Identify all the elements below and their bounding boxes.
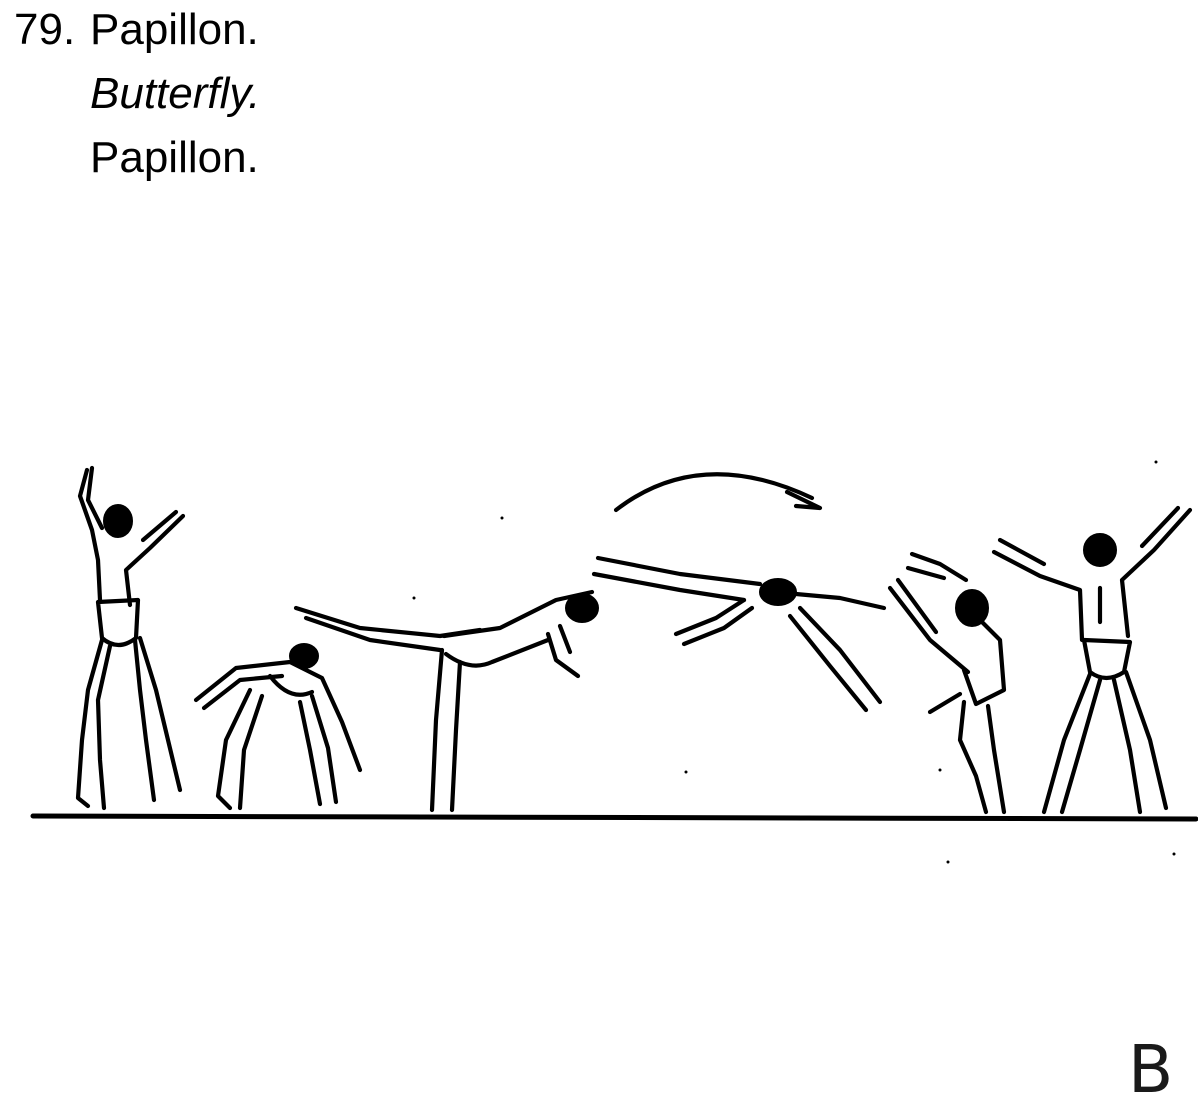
torso-underside (443, 637, 551, 668)
torso (961, 619, 1007, 707)
gymnast-crouch (193, 643, 363, 811)
gymnast-forward-lean (293, 589, 599, 813)
speck (412, 596, 416, 600)
raised-arm-right-inner (140, 509, 179, 543)
raised-arm-left-inner (85, 465, 105, 531)
leg-left (1041, 671, 1093, 815)
support-leg-back (429, 647, 445, 813)
gymnast-landing (887, 551, 1007, 815)
leg-bottom (591, 571, 747, 603)
torso-hips (95, 597, 141, 648)
hand (927, 691, 963, 715)
back (441, 589, 595, 639)
arm-forward-inner (681, 605, 755, 647)
leg-right-inner (1111, 677, 1143, 815)
swing-leg-bottom (303, 615, 443, 653)
leg-front (985, 703, 1007, 815)
leg-left (75, 637, 105, 809)
element-name-french: Papillon. (90, 5, 259, 54)
back-and-arm (193, 659, 363, 773)
leg-trailing-inner (787, 613, 869, 713)
gymnast-standing-start (75, 465, 186, 811)
leg-front-outer (309, 693, 339, 805)
arm-forward (673, 597, 747, 637)
leg-right (132, 637, 157, 803)
speck (500, 516, 504, 520)
arm-raised-inner (905, 565, 947, 581)
leg-back (215, 687, 253, 811)
arm-left-inner (997, 537, 1047, 567)
speck (938, 768, 942, 772)
butterfly-sequence-illustration (0, 440, 1198, 880)
leg-right-outer (137, 635, 183, 793)
speck (1172, 852, 1176, 856)
leg-left-inner (1059, 677, 1103, 815)
head (759, 578, 797, 606)
arm-down (545, 631, 581, 679)
arm-forward-inner (895, 577, 939, 635)
leg-top (595, 555, 763, 587)
arm-right-inner (1139, 505, 1181, 549)
arm-right (1119, 507, 1193, 639)
leg-right (1123, 669, 1169, 811)
leg-back-inner (237, 693, 265, 811)
element-name-english: Butterfly. (90, 69, 261, 118)
head (103, 504, 133, 538)
leg-front (297, 699, 323, 807)
leg-back (957, 699, 989, 815)
leg-trailing (797, 605, 883, 705)
trailing-arm (201, 673, 285, 711)
sequence-drawing (30, 460, 1198, 864)
arm-inner (557, 623, 573, 655)
floor-line (30, 813, 1198, 822)
leg-left-inner (95, 643, 113, 811)
arm-forward (887, 585, 971, 675)
arm-left (991, 549, 1085, 643)
rotation-arrow (613, 472, 823, 513)
speck (946, 860, 950, 864)
head (955, 589, 989, 627)
gymnast-butterfly-rotation (591, 555, 887, 713)
element-name-alternate: Papillon. (90, 133, 259, 182)
hips (267, 673, 315, 697)
support-leg-front (449, 659, 463, 813)
arrowhead (784, 489, 823, 511)
raised-arm-right (123, 513, 186, 608)
speck (1154, 460, 1158, 464)
element-number: 79. (14, 5, 76, 54)
raised-arm-left (77, 467, 103, 603)
rotation-arc (613, 472, 815, 513)
arm-back (793, 591, 887, 611)
arm-raised (909, 551, 969, 583)
corner-letter: B (1128, 1031, 1174, 1108)
gymnast-finish (991, 505, 1193, 815)
speck (684, 770, 688, 774)
head (1083, 533, 1117, 567)
